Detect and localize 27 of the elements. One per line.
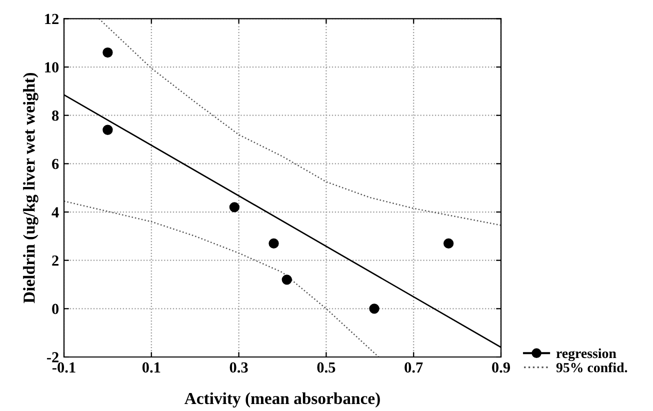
x-tick-label: 0.5 [317,362,336,373]
y-tick-label: 12 [45,14,58,24]
y-axis-title: Dieldrin (ug/kg liver wet weight) [23,73,38,304]
y-tick-label: -2 [46,352,58,362]
y-tick-label: 10 [45,62,59,72]
point [282,274,292,285]
point [229,202,240,212]
legend-label: 95% confid. [556,362,628,372]
y-tick-label: 8 [52,110,59,121]
y-tick-label: 6 [52,158,59,170]
point [443,238,454,249]
x-axis-title: Activity (mean absorbance) [184,392,380,408]
y-tick-label: 2 [52,256,58,266]
x-tick-label: -0.1 [52,362,76,373]
y-tick-label: 0 [52,304,59,314]
point [102,124,113,135]
point [268,238,279,249]
y-tick-label: 4 [52,207,59,218]
x-tick-label: 0.9 [492,362,510,373]
x-tick-label: 0.3 [230,362,248,373]
point [369,304,380,314]
x-tick-label: 0.1 [142,362,160,373]
point [102,47,113,58]
line-series [98,18,501,226]
legend-label: regression [556,348,616,362]
line-series [64,200,380,357]
x-tick-label: 0.7 [404,362,423,373]
